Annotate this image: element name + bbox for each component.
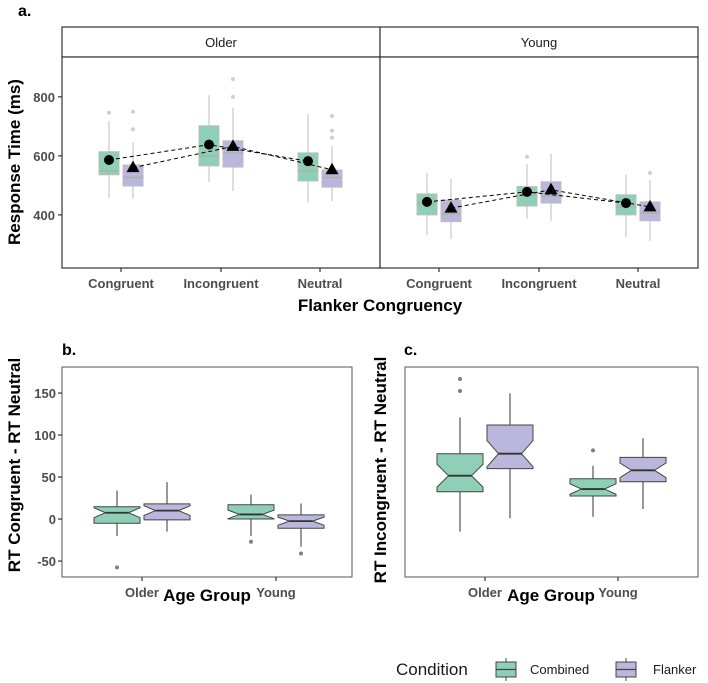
panel-b-y-title: RT Congruent - RT Neutral [5, 358, 24, 572]
notched-box-body [436, 453, 484, 493]
outlier-point [131, 127, 135, 132]
box-flanker-young [277, 503, 325, 556]
outlier-point [648, 170, 652, 175]
mean-line-flanker [132, 145, 333, 171]
mean-point-circle [104, 154, 114, 165]
x-tick-label: Incongruent [501, 276, 577, 291]
box-combined-older [436, 377, 484, 532]
x-tick-label: Neutral [298, 276, 343, 291]
notched-box-body [227, 504, 275, 520]
x-tick-label: Young [598, 585, 638, 600]
notched-box-body [93, 506, 141, 524]
mean-point-triangle [325, 162, 339, 175]
mean-point-circle [522, 186, 532, 197]
mean-point-triangle [444, 201, 458, 213]
plot-area [380, 57, 698, 268]
y-tick-label: 150 [34, 386, 56, 401]
y-tick-label: 400 [33, 208, 55, 223]
panel-b-x-title: Age Group [163, 586, 251, 605]
legend-key-flanker [615, 658, 637, 681]
box-flanker-older [486, 393, 534, 519]
strip-young [379, 26, 699, 58]
panel-a-tag: a. [18, 3, 31, 20]
outlier-point [330, 114, 334, 119]
x-tick-label: Congruent [88, 276, 154, 291]
mean-point-circle [303, 156, 313, 167]
legend: Condition Combined Flanker [396, 658, 697, 681]
x-tick-label: Older [125, 585, 159, 600]
panel-b: Older Young -50 0 50 100 150 [34, 366, 353, 600]
outlier-point [131, 109, 135, 114]
y-tick-label: 100 [34, 428, 56, 443]
mean-point-triangle [126, 160, 140, 173]
outlier-point [231, 94, 235, 99]
legend-label-combined: Combined [530, 662, 589, 677]
panel-c-tag: c. [404, 342, 417, 359]
y-tick-label: 0 [49, 512, 56, 527]
outlier-point [330, 135, 334, 140]
outlier-point [458, 389, 462, 394]
box-combined-older [93, 490, 141, 570]
box-combined-young [569, 448, 617, 517]
box-flanker-young [619, 438, 667, 510]
x-tick-label: Incongruent [183, 276, 259, 291]
outlier-point [115, 565, 119, 570]
mean-point-circle [422, 196, 432, 207]
panel-a-x-title: Flanker Congruency [298, 296, 463, 315]
outlier-point [107, 110, 111, 115]
legend-key-combined [495, 658, 517, 681]
y-tick-label: 800 [33, 90, 55, 105]
legend-label-flanker: Flanker [653, 662, 697, 677]
panel-b-tag: b. [62, 342, 76, 359]
x-tick-label: Neutral [616, 276, 661, 291]
x-tick-label: Young [256, 585, 296, 600]
box-flanker-older [143, 482, 191, 532]
notched-box-body [143, 503, 191, 521]
box-combined-young [227, 494, 275, 544]
notched-box-body [486, 424, 534, 470]
x-tick-label: Older [468, 585, 502, 600]
x-tick-label: Congruent [406, 276, 472, 291]
panel-c-x-title: Age Group [507, 586, 595, 605]
panel-c: Older Young [404, 366, 699, 600]
mean-point-triangle [226, 139, 240, 151]
outlier-point [299, 551, 303, 556]
outlier-point [591, 448, 595, 453]
outlier-point [330, 128, 334, 133]
mean-point-triangle [544, 182, 558, 195]
panel-border [61, 366, 353, 578]
panel-c-y-title: RT Incongruent - RT Neutral [371, 357, 390, 584]
panel-a-y-title: Response Time (ms) [5, 79, 24, 245]
facet-older: Congruent Incongruent Neutral [61, 56, 381, 291]
outlier-point [231, 77, 235, 82]
y-tick-label: -50 [37, 554, 56, 569]
y-tick-label: 50 [42, 470, 56, 485]
outlier-point [249, 539, 253, 544]
strip-older [61, 26, 381, 58]
strip-label-older: Older [205, 35, 237, 50]
outlier-point [525, 154, 529, 159]
facet-young: Congruent Incongruent Neutral [379, 56, 699, 291]
mean-point-circle [204, 139, 214, 150]
y-tick-label: 600 [33, 149, 55, 164]
mean-point-triangle [643, 199, 657, 212]
legend-title: Condition [396, 660, 468, 679]
strip-label-young: Young [521, 35, 557, 50]
mean-point-circle [621, 198, 631, 209]
outlier-point [458, 377, 462, 382]
notched-box-body [569, 478, 617, 497]
